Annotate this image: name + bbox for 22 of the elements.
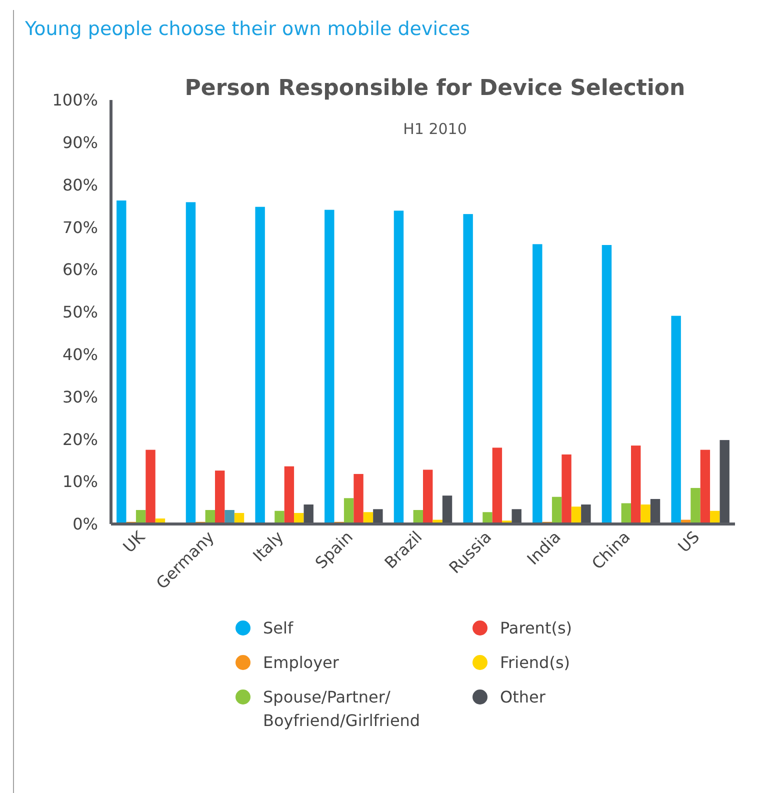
legend-label: Other — [500, 688, 546, 707]
legend-label: Friend(s) — [500, 653, 570, 672]
text: H1 2010 — [403, 120, 467, 138]
chart-title: Person Responsible for Device Selection — [184, 76, 686, 101]
y-tick-label: 80% — [62, 175, 98, 194]
y-tick-label: 90% — [62, 133, 98, 152]
x-tick-label: UK — [119, 526, 149, 556]
y-tick-label: 0% — [72, 514, 98, 534]
legend-label: Self — [263, 618, 294, 638]
y-tick-label: 30% — [62, 387, 98, 406]
y-tick-label: 10% — [62, 472, 98, 492]
y-tick-label: 50% — [62, 302, 98, 322]
text: Young people choose their own mobile devices — [24, 18, 470, 40]
x-tick-label: US — [674, 527, 704, 556]
legend-label: Employer — [263, 653, 340, 672]
y-tick-label: 100% — [52, 90, 98, 110]
y-tick-label: 70% — [62, 218, 98, 237]
y-tick-label: 20% — [62, 430, 98, 449]
y-tick-label: 60% — [62, 260, 98, 280]
legend-label: Parent(s) — [500, 618, 572, 638]
legend-label: Spouse/Partner/Boyfriend/Girlfriend — [263, 688, 420, 730]
y-tick-label: 40% — [62, 345, 98, 364]
